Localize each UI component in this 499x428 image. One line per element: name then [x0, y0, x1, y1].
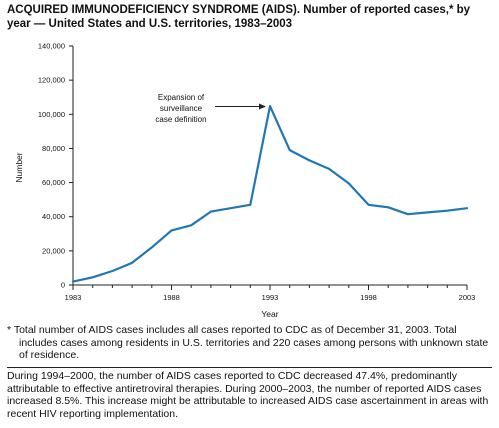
- data-point: [150, 246, 153, 249]
- annotation-text: case definition: [155, 115, 206, 124]
- divider: [7, 367, 492, 368]
- x-axis-title: Year: [261, 309, 278, 319]
- data-point: [387, 206, 390, 209]
- data-point: [466, 207, 468, 210]
- x-tick-label: 1998: [360, 293, 377, 302]
- annotation-text: Expansion of: [158, 93, 205, 102]
- y-tick-label: 20,000: [42, 246, 65, 255]
- data-point: [131, 261, 134, 264]
- y-tick-label: 100,000: [38, 110, 65, 119]
- annotation-arrow-head: [259, 103, 266, 110]
- data-point: [91, 276, 94, 279]
- data-point: [446, 209, 449, 212]
- footnote: * Total number of AIDS cases includes al…: [7, 324, 489, 361]
- chart-title: ACQUIRED IMMUNODEFICIENCY SYNDROME (AIDS…: [7, 4, 471, 30]
- y-tick-label: 140,000: [38, 42, 65, 51]
- data-point: [407, 213, 409, 216]
- data-point: [426, 211, 429, 214]
- data-point: [288, 149, 291, 152]
- x-tick-label: 2003: [459, 293, 476, 302]
- y-axis: 0 20,000 40,000 60,000 80,000 100,000 120,000 1…: [14, 42, 74, 290]
- x-tick-label: 1988: [163, 293, 180, 302]
- x-tick-label: 1993: [262, 293, 279, 302]
- x-axis: 1983 1988 1993 1998 2003 Year: [65, 284, 476, 319]
- annotation-text: surveillance: [160, 104, 203, 113]
- data-point: [328, 168, 330, 170]
- data-point: [269, 105, 271, 107]
- x-tick-label: 1983: [65, 293, 82, 302]
- data-point: [170, 229, 173, 232]
- y-axis-title: Number: [14, 152, 24, 182]
- y-tick-label: 80,000: [42, 144, 65, 153]
- y-tick-label: 60,000: [42, 178, 65, 187]
- series-line-aids-cases: [71, 104, 469, 283]
- y-tick-label: 120,000: [38, 76, 65, 85]
- data-point: [308, 159, 311, 162]
- line-chart: 0 20,000 40,000 60,000 80,000 100,000 120,000 1…: [14, 42, 476, 320]
- data-point: [72, 280, 74, 283]
- annotation-layer: Expansion of surveillance case definition: [155, 93, 266, 124]
- y-tick-label: 0: [61, 281, 65, 290]
- data-point: [190, 224, 193, 227]
- data-point: [210, 210, 212, 213]
- data-point: [249, 203, 252, 206]
- narrative-text: During 1994–2000, the number of AIDS cas…: [7, 370, 489, 420]
- data-point: [367, 203, 370, 206]
- series-layer: [71, 104, 469, 283]
- y-tick-label: 40,000: [42, 212, 65, 221]
- data-point: [111, 270, 114, 272]
- data-point: [229, 207, 232, 210]
- data-point: [347, 182, 350, 185]
